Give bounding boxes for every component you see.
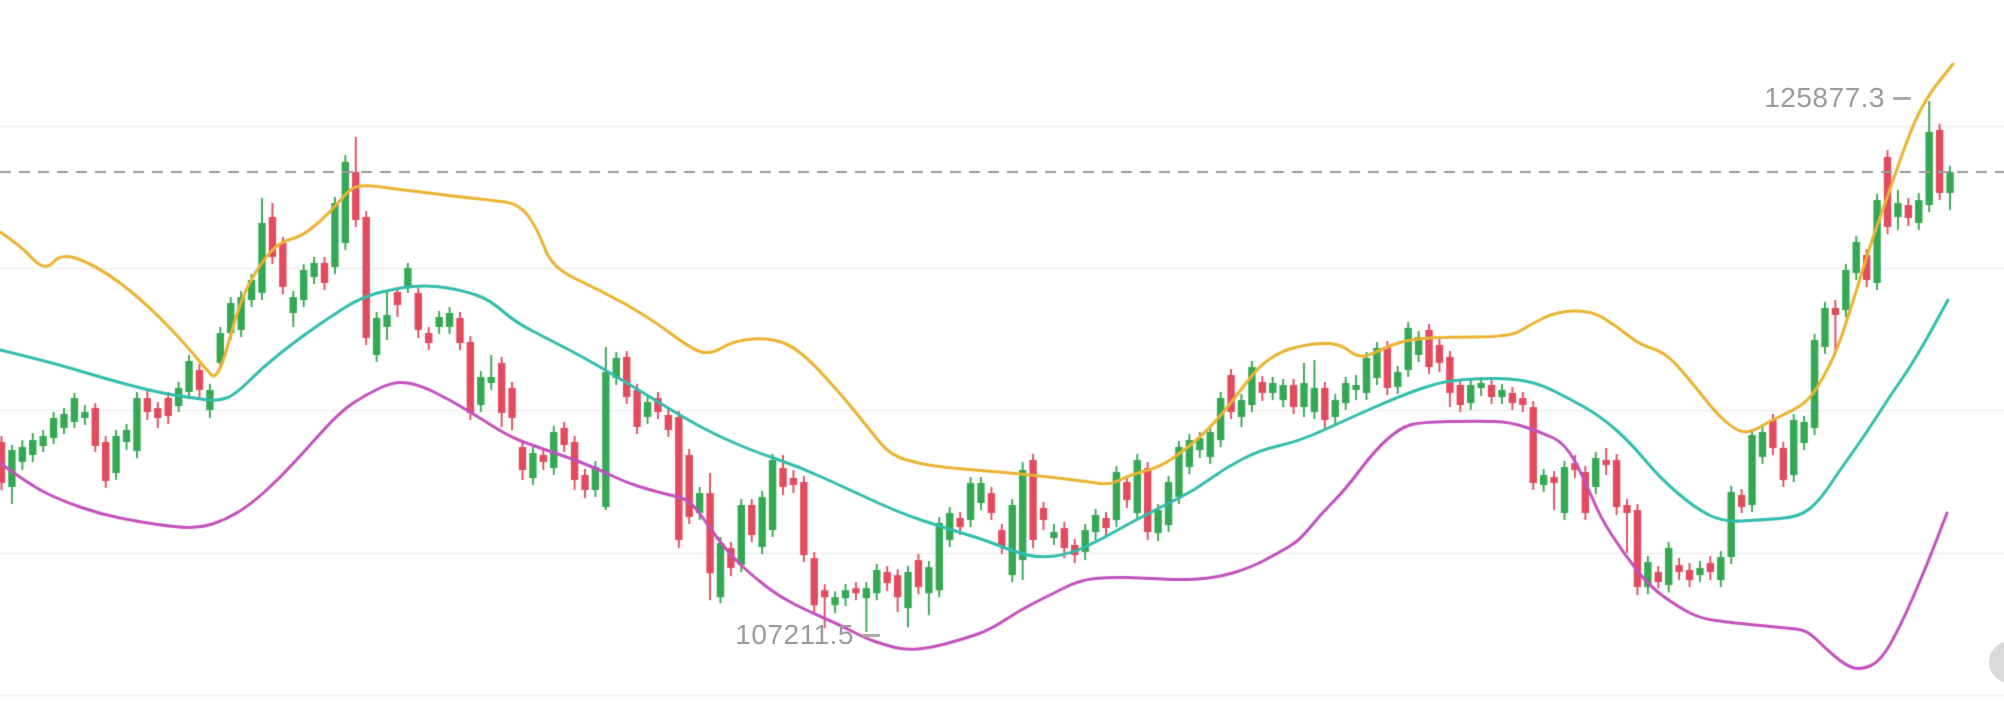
low-price-tick-icon (862, 633, 880, 637)
low-price-label: 107211.5 (735, 621, 880, 649)
high-price-label: 125877.3 (1764, 84, 1911, 112)
low-price-value: 107211.5 (735, 619, 854, 650)
scroll-to-latest-button[interactable] (1989, 641, 2004, 683)
high-price-value: 125877.3 (1764, 82, 1885, 113)
high-price-tick-icon (1893, 96, 1911, 100)
